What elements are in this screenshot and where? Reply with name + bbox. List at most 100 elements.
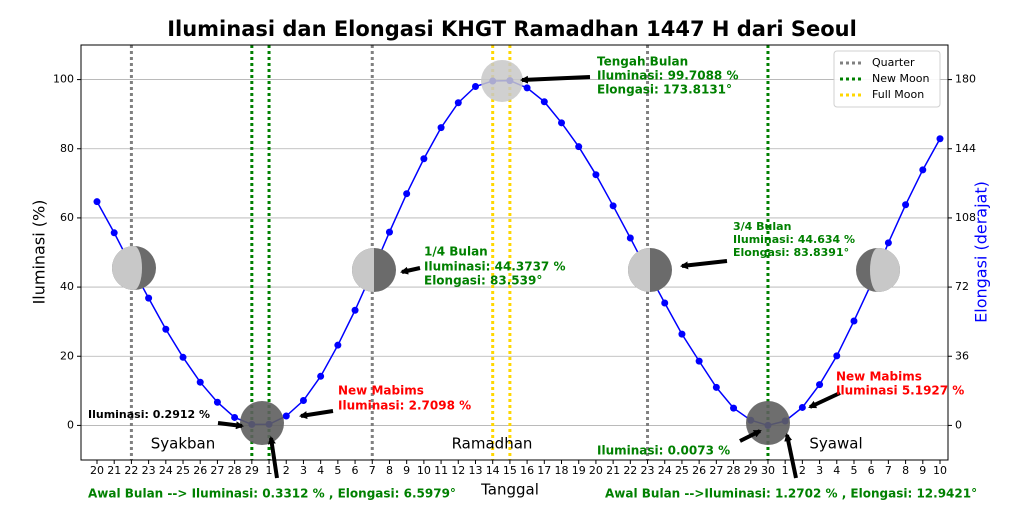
data-point xyxy=(540,98,548,106)
arrow xyxy=(784,433,798,479)
data-point xyxy=(884,239,892,247)
arrow xyxy=(217,421,244,430)
x-tick-label: 3 xyxy=(816,464,823,477)
x-tick-label: 28 xyxy=(727,464,741,477)
annotation: New Mabims xyxy=(836,370,922,384)
arrow xyxy=(400,266,421,275)
x-tick-label: 25 xyxy=(176,464,190,477)
arrow xyxy=(680,259,728,270)
arrow xyxy=(267,436,279,479)
arrow xyxy=(520,75,591,84)
y2-tick-label: 180 xyxy=(955,73,976,86)
month-label: Syakban xyxy=(151,435,216,453)
data-point xyxy=(299,397,307,405)
y-tick-label: 100 xyxy=(53,73,74,86)
moon-lit xyxy=(870,248,900,292)
data-point xyxy=(93,198,101,206)
x-tick-label: 27 xyxy=(210,464,224,477)
x-tick-label: 30 xyxy=(761,464,775,477)
data-point xyxy=(334,341,342,349)
x-tick-label: 20 xyxy=(90,464,104,477)
data-point xyxy=(850,317,858,325)
annotation: Iluminasi: 0.0073 % xyxy=(597,444,730,458)
x-tick-label: 17 xyxy=(537,464,551,477)
moon-lit xyxy=(628,248,650,292)
x-tick-label: 24 xyxy=(658,464,672,477)
data-point xyxy=(833,352,841,360)
data-point xyxy=(523,84,531,92)
x-tick-label: 8 xyxy=(902,464,909,477)
annotation: Iluminasi: 44.634 % xyxy=(733,233,855,246)
x-tick-label: 6 xyxy=(352,464,359,477)
x-tick-label: 5 xyxy=(334,464,341,477)
y-axis-label: Iluminasi (%) xyxy=(30,200,49,305)
data-point xyxy=(609,202,617,210)
y-tick-label: 40 xyxy=(60,280,74,293)
arrow xyxy=(739,429,762,443)
x-tick-label: 27 xyxy=(709,464,723,477)
annotation: Iluminasi 5.1927 % xyxy=(836,384,964,398)
annotation: Elongasi: 173.8131° xyxy=(597,83,732,97)
annotation: New Mabims xyxy=(338,384,424,398)
legend-label: Full Moon xyxy=(872,88,924,101)
x-tick-label: 19 xyxy=(572,464,586,477)
x-tick-label: 13 xyxy=(468,464,482,477)
legend: Quarter New Moon Full Moon xyxy=(833,50,941,108)
data-point xyxy=(162,325,170,333)
plot-frame xyxy=(80,44,949,461)
data-point xyxy=(712,383,720,391)
x-tick-label: 22 xyxy=(124,464,138,477)
data-point xyxy=(471,83,479,90)
data-point xyxy=(902,201,910,209)
moon-icon xyxy=(240,401,284,445)
data-point xyxy=(420,155,428,163)
x-axis-label: Tanggal xyxy=(480,481,539,499)
data-point xyxy=(575,143,583,151)
x-tick-label: 1 xyxy=(266,464,273,477)
data-point xyxy=(385,228,393,236)
x-tick-label: 8 xyxy=(386,464,393,477)
x-tick-label: 29 xyxy=(744,464,758,477)
x-tick-label: 16 xyxy=(520,464,534,477)
y-tick-label: 20 xyxy=(60,349,74,362)
moon-lit xyxy=(112,246,142,290)
x-tick-label: 15 xyxy=(503,464,517,477)
data-point xyxy=(282,412,290,420)
y2-tick-label: 144 xyxy=(955,142,976,155)
data-point xyxy=(179,353,187,361)
annotation: 3/4 Bulan xyxy=(733,220,791,233)
data-point xyxy=(403,190,411,198)
x-tick-label: 25 xyxy=(675,464,689,477)
data-point xyxy=(816,381,824,389)
x-tick-label: 1 xyxy=(782,464,789,477)
data-point xyxy=(437,124,445,132)
x-tick-label: 18 xyxy=(555,464,569,477)
x-tick-label: 22 xyxy=(623,464,637,477)
x-tick-label: 10 xyxy=(933,464,947,477)
x-tick-label: 12 xyxy=(451,464,465,477)
legend-label: Quarter xyxy=(872,56,915,69)
y2-tick-label: 0 xyxy=(955,418,962,431)
data-point xyxy=(231,413,239,421)
x-tick-label: 24 xyxy=(159,464,173,477)
annotation: Iluminasi: 0.2912 % xyxy=(88,408,210,421)
x-tick-label: 2 xyxy=(799,464,806,477)
data-point xyxy=(936,135,944,143)
legend-box xyxy=(833,50,941,108)
data-point xyxy=(919,166,927,174)
data-point xyxy=(213,398,221,406)
x-tick-label: 11 xyxy=(434,464,448,477)
month-label: Syawal xyxy=(809,435,862,453)
x-tick-label: 2 xyxy=(283,464,290,477)
data-point xyxy=(145,294,153,302)
annotations: Tengah Bulan Iluminasi: 99.7088 % Elonga… xyxy=(88,55,977,501)
data-point xyxy=(110,229,118,237)
x-tick-label: 9 xyxy=(403,464,410,477)
data-point xyxy=(695,357,703,365)
annotation: 1/4 Bulan xyxy=(424,245,488,259)
data-point xyxy=(592,171,600,179)
y2-tick-label: 36 xyxy=(955,349,969,362)
annotation: Elongasi: 83.8391° xyxy=(733,246,849,259)
data-point xyxy=(558,119,566,127)
